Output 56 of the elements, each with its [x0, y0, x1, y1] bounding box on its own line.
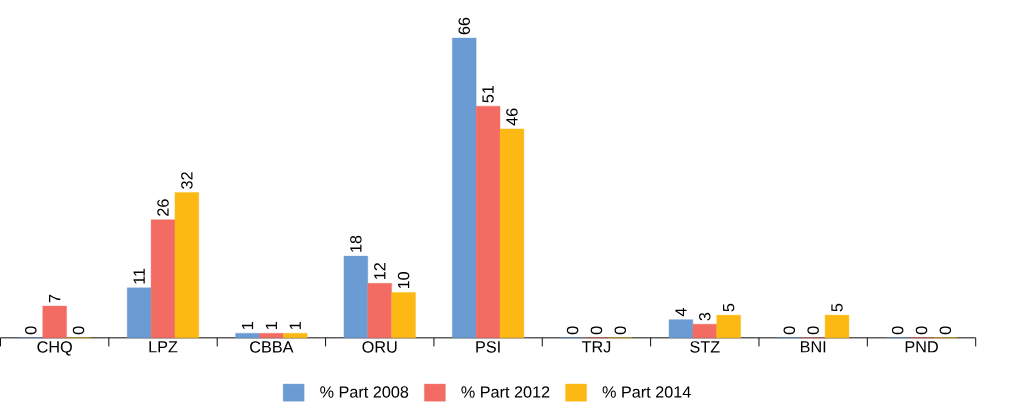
- bar: [283, 333, 308, 339]
- x-tick-label: PND: [905, 341, 938, 353]
- x-tick-label: CHQ: [37, 341, 72, 356]
- x-tick-label: CBBA: [250, 341, 294, 353]
- data-label: 4: [675, 308, 687, 317]
- bar: [150, 219, 176, 339]
- data-label: 3: [699, 313, 711, 321]
- data-label: 0: [566, 326, 579, 335]
- x-tick-label: LPZ: [149, 341, 178, 353]
- data-label: 0: [25, 326, 37, 335]
- data-label: 7: [49, 295, 61, 303]
- bar: [343, 256, 368, 339]
- bar: [499, 128, 525, 339]
- data-label: 0: [614, 326, 627, 335]
- data-label: 0: [891, 326, 904, 335]
- bar: [692, 324, 717, 339]
- data-label: 0: [783, 326, 796, 335]
- x-tick-label: PSI: [476, 341, 500, 353]
- x-tick-label: ORU: [362, 341, 397, 353]
- x-tick-label: STZ: [690, 341, 720, 353]
- x-tick-label: BNI: [800, 341, 826, 353]
- data-label: 51: [482, 86, 494, 103]
- data-label: 32: [181, 172, 193, 190]
- data-label: 10: [397, 272, 410, 289]
- bar: [668, 319, 694, 339]
- legend-label: % Part 2012: [461, 386, 550, 398]
- bar: [391, 292, 416, 339]
- data-label: 1: [289, 322, 301, 330]
- bar: [824, 315, 850, 339]
- data-label: 1: [265, 322, 277, 330]
- data-label: 12: [374, 263, 386, 280]
- bar: [127, 287, 152, 339]
- bar: [235, 333, 260, 339]
- bar: [42, 306, 67, 339]
- data-label: 11: [133, 268, 145, 284]
- data-label: 0: [72, 326, 85, 335]
- bar: [174, 192, 199, 339]
- data-label: 46: [506, 108, 518, 126]
- data-label: 0: [939, 326, 952, 335]
- legend-label: % Part 2014: [602, 386, 691, 398]
- data-label: 0: [807, 326, 819, 335]
- data-label: 18: [350, 235, 362, 252]
- data-label: 0: [915, 326, 928, 335]
- bar: [367, 283, 392, 339]
- bar: [452, 38, 477, 339]
- data-label: 66: [458, 17, 470, 35]
- bar: [716, 315, 741, 339]
- data-label: 26: [157, 199, 169, 217]
- x-tick-label: TRJ: [581, 341, 611, 353]
- bar: [259, 333, 284, 339]
- legend-label: % Part 2008: [320, 386, 409, 398]
- data-label: 0: [590, 326, 603, 335]
- data-label: 1: [241, 322, 254, 330]
- data-label: 5: [723, 303, 735, 312]
- bar: [475, 106, 501, 339]
- data-label: 5: [831, 303, 843, 312]
